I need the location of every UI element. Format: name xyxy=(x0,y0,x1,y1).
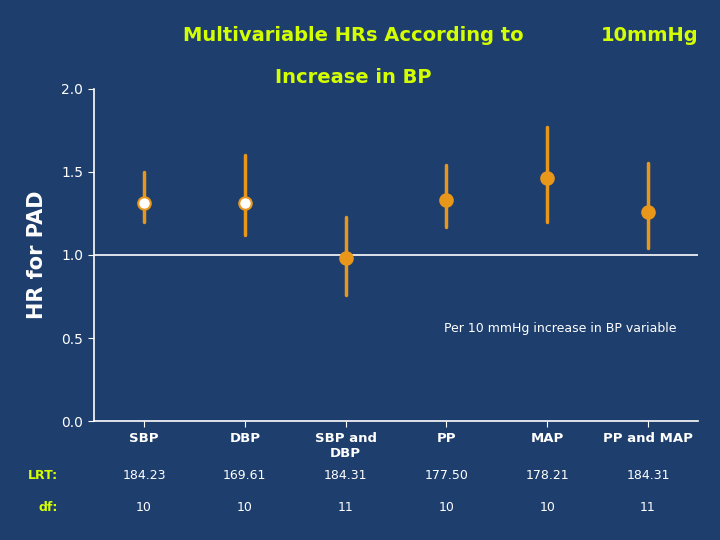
Text: LRT:: LRT: xyxy=(27,469,58,482)
Text: 184.31: 184.31 xyxy=(324,469,367,482)
Text: 184.31: 184.31 xyxy=(626,469,670,482)
Text: 10: 10 xyxy=(237,501,253,514)
Text: 10: 10 xyxy=(539,501,555,514)
Text: 177.50: 177.50 xyxy=(425,469,468,482)
Text: 11: 11 xyxy=(640,501,656,514)
Text: Per 10 mmHg increase in BP variable: Per 10 mmHg increase in BP variable xyxy=(444,321,677,335)
Text: df:: df: xyxy=(38,501,58,514)
Text: 169.61: 169.61 xyxy=(223,469,266,482)
Text: Increase in BP: Increase in BP xyxy=(276,68,432,87)
Text: 10: 10 xyxy=(136,501,152,514)
Text: 184.23: 184.23 xyxy=(122,469,166,482)
Text: 10mmHg: 10mmHg xyxy=(601,26,699,45)
Text: 10: 10 xyxy=(438,501,454,514)
Text: 11: 11 xyxy=(338,501,354,514)
Text: 178.21: 178.21 xyxy=(526,469,569,482)
Y-axis label: HR for PAD: HR for PAD xyxy=(27,191,48,319)
Text: Multivariable HRs According to: Multivariable HRs According to xyxy=(184,26,524,45)
